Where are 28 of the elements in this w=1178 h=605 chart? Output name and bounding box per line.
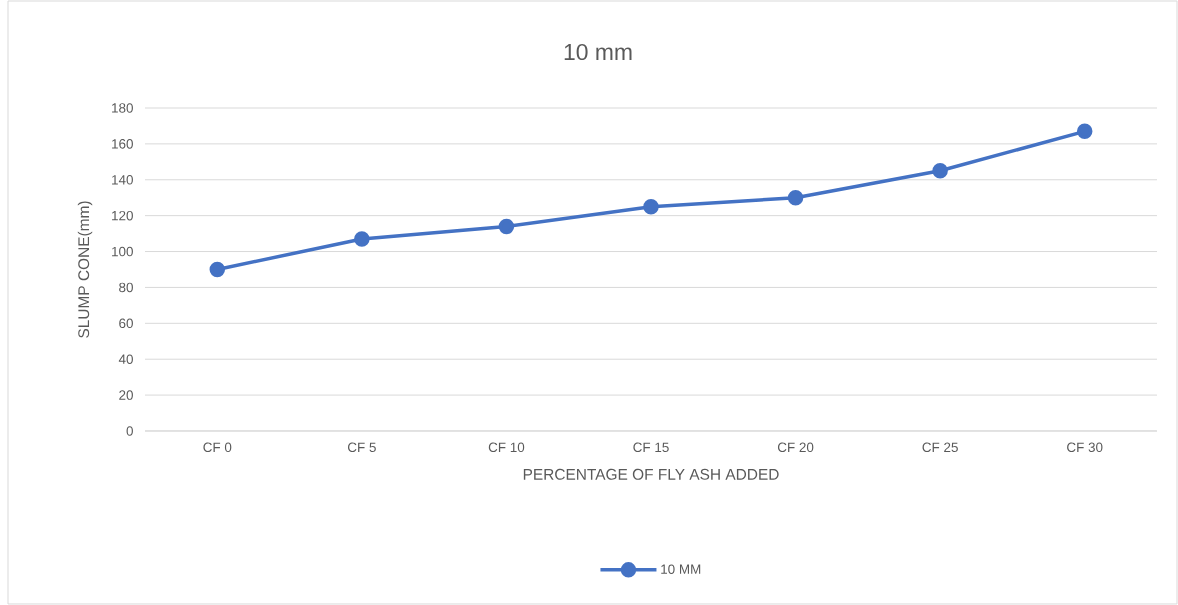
point xyxy=(787,189,804,206)
point xyxy=(643,198,659,215)
point xyxy=(209,261,226,278)
x-tick-label: CF 10 xyxy=(488,442,525,453)
y-tick-label: 80 xyxy=(119,282,133,293)
y-axis-title: SLUMP CONE(mm) xyxy=(77,201,93,338)
y-tick-label: 0 xyxy=(126,426,133,436)
legend-label: 10 MM xyxy=(661,564,701,574)
y-tick-label: 120 xyxy=(112,210,133,221)
y-tick-label: 40 xyxy=(118,354,133,364)
x-tick-label: CF 30 xyxy=(1067,442,1103,453)
point xyxy=(1076,123,1093,140)
y-tick-label: 140 xyxy=(112,175,133,185)
chart-title: 10 mm xyxy=(564,43,632,61)
x-tick-label: CF 20 xyxy=(777,442,814,453)
x-tick-label: CF 5 xyxy=(347,442,376,453)
x-axis-title: PERCENTAGE OF FLY ASH ADDED xyxy=(523,468,779,480)
point xyxy=(498,218,515,235)
point xyxy=(354,231,370,247)
y-tick-label: 60 xyxy=(119,318,133,329)
y-tick-label: 160 xyxy=(112,139,133,149)
x-tick-label: CF 15 xyxy=(633,442,669,453)
x-tick-label: CF 25 xyxy=(922,442,958,453)
y-tick-label: 100 xyxy=(112,246,133,257)
x-tick-label: CF 0 xyxy=(203,442,232,453)
y-tick-label: 180 xyxy=(112,103,133,113)
y-tick-label: 20 xyxy=(119,390,133,400)
point xyxy=(932,163,948,179)
